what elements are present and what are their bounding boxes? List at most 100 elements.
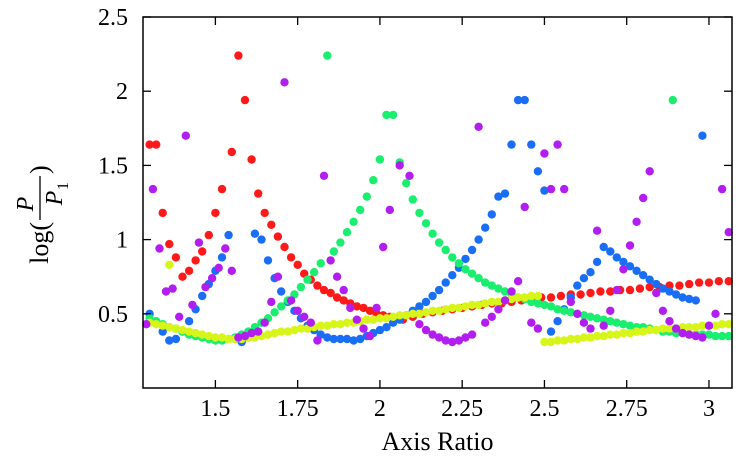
data-point-s0-33: [365, 306, 375, 315]
data-point-s3-4: [171, 324, 181, 333]
data-point-s2-60: [540, 300, 549, 310]
data-point-s3-29: [336, 320, 345, 329]
data-point-s1-72: [619, 257, 628, 267]
data-point-s4-85: [711, 309, 720, 318]
data-point-s1-55: [507, 140, 516, 149]
data-point-s4-26: [313, 336, 322, 345]
data-point-s4-37: [385, 205, 394, 215]
data-point-s1-17: [257, 235, 266, 244]
data-point-s3-63: [560, 336, 569, 345]
data-point-s2-49: [467, 269, 477, 278]
data-point-s2-68: [592, 314, 602, 323]
x-tick-label: 2.25: [441, 396, 483, 422]
data-point-s1-71: [612, 253, 621, 262]
data-point-s0-25: [313, 281, 322, 290]
data-point-s0-62: [635, 284, 645, 293]
data-point-s3-77: [652, 325, 661, 335]
data-point-s1-52: [487, 210, 496, 219]
data-point-s4-41: [421, 325, 431, 335]
data-point-s3-12: [224, 334, 233, 344]
data-point-s3-21: [283, 327, 292, 336]
data-point-s2-70: [606, 317, 615, 326]
data-point-s4-29: [332, 272, 342, 281]
data-point-s3-39: [402, 311, 411, 320]
data-point-s4-9: [201, 282, 210, 292]
data-point-s1-50: [474, 235, 483, 244]
data-point-s3-37: [388, 312, 398, 321]
data-point-s3-84: [698, 321, 707, 330]
data-point-s2-29: [336, 238, 345, 247]
data-point-s3-89: [165, 260, 174, 269]
data-point-s1-76: [645, 275, 654, 284]
data-point-s1-51: [481, 223, 490, 232]
data-point-s0-9: [204, 230, 213, 240]
data-point-s1-57: [520, 95, 529, 105]
data-point-s1-35: [375, 325, 385, 335]
data-point-s4-16: [247, 328, 256, 338]
x-tick-label: 2.5: [529, 396, 559, 422]
data-point-s4-42: [428, 330, 437, 339]
data-point-s3-48: [461, 302, 470, 311]
data-point-s3-74: [632, 327, 641, 336]
y-axis-title: log( P P 1 ): [13, 165, 72, 264]
data-point-s2-89: [668, 95, 677, 105]
x-tick-label: 2.75: [606, 396, 648, 422]
data-point-s1-67: [586, 268, 595, 277]
data-point-s4-40: [415, 320, 424, 329]
data-point-s3-62: [553, 336, 562, 345]
data-point-s3-30: [342, 318, 352, 327]
data-point-s3-61: [546, 337, 556, 347]
data-point-s2-19: [270, 308, 279, 317]
data-point-s1-82: [685, 294, 694, 304]
data-point-s0-59: [606, 287, 615, 296]
data-point-s1-77: [652, 279, 661, 289]
data-point-s0-18: [267, 220, 276, 229]
data-point-s1-79: [665, 287, 674, 296]
y-axis-title-numerator: P: [13, 196, 39, 212]
data-point-s4-72: [625, 241, 635, 250]
data-point-s4-17: [254, 327, 263, 336]
data-point-s0-57: [586, 288, 595, 298]
data-point-s0-29: [339, 296, 348, 305]
data-point-s0-1: [152, 140, 161, 149]
data-point-s0-54: [556, 291, 566, 301]
data-point-s2-66: [579, 311, 589, 320]
data-point-s3-34: [369, 315, 378, 324]
data-point-s4-4: [168, 284, 177, 293]
data-point-s2-40: [408, 195, 417, 204]
data-point-s4-11: [214, 263, 223, 272]
data-point-s1-41: [415, 302, 424, 311]
data-point-s2-31: [349, 217, 358, 226]
data-point-s0-19: [273, 232, 283, 241]
data-point-s4-25: [306, 318, 315, 327]
data-point-s4-56: [520, 202, 529, 212]
data-point-s3-43: [428, 306, 437, 315]
data-point-s1-12: [224, 230, 233, 240]
data-point-s1-45: [441, 278, 450, 287]
data-point-s2-23: [296, 282, 306, 292]
data-point-s4-38: [395, 161, 404, 170]
data-point-s0-68: [694, 278, 704, 287]
data-point-s3-69: [599, 331, 608, 341]
data-point-s4-50: [481, 318, 490, 327]
data-point-s1-27: [323, 333, 332, 342]
data-point-s3-73: [625, 328, 635, 338]
data-point-s0-0: [145, 140, 154, 149]
data-point-s3-57: [520, 293, 529, 302]
data-point-s2-32: [356, 205, 365, 215]
data-point-s3-75: [639, 327, 648, 336]
data-point-s2-47: [454, 259, 464, 268]
data-point-s0-15: [247, 155, 256, 164]
data-point-s3-88: [724, 320, 733, 329]
data-point-s0-65: [665, 281, 674, 290]
data-point-s0-67: [685, 279, 694, 289]
data-point-s4-30: [339, 285, 348, 295]
data-point-s2-46: [448, 253, 457, 262]
data-point-s1-80: [671, 290, 681, 299]
data-point-s3-56: [513, 293, 523, 302]
data-point-s3-5: [178, 325, 187, 335]
data-point-s4-33: [359, 324, 368, 333]
data-point-s3-2: [158, 321, 167, 330]
data-point-s1-59: [533, 167, 543, 176]
data-point-s4-71: [619, 265, 628, 274]
